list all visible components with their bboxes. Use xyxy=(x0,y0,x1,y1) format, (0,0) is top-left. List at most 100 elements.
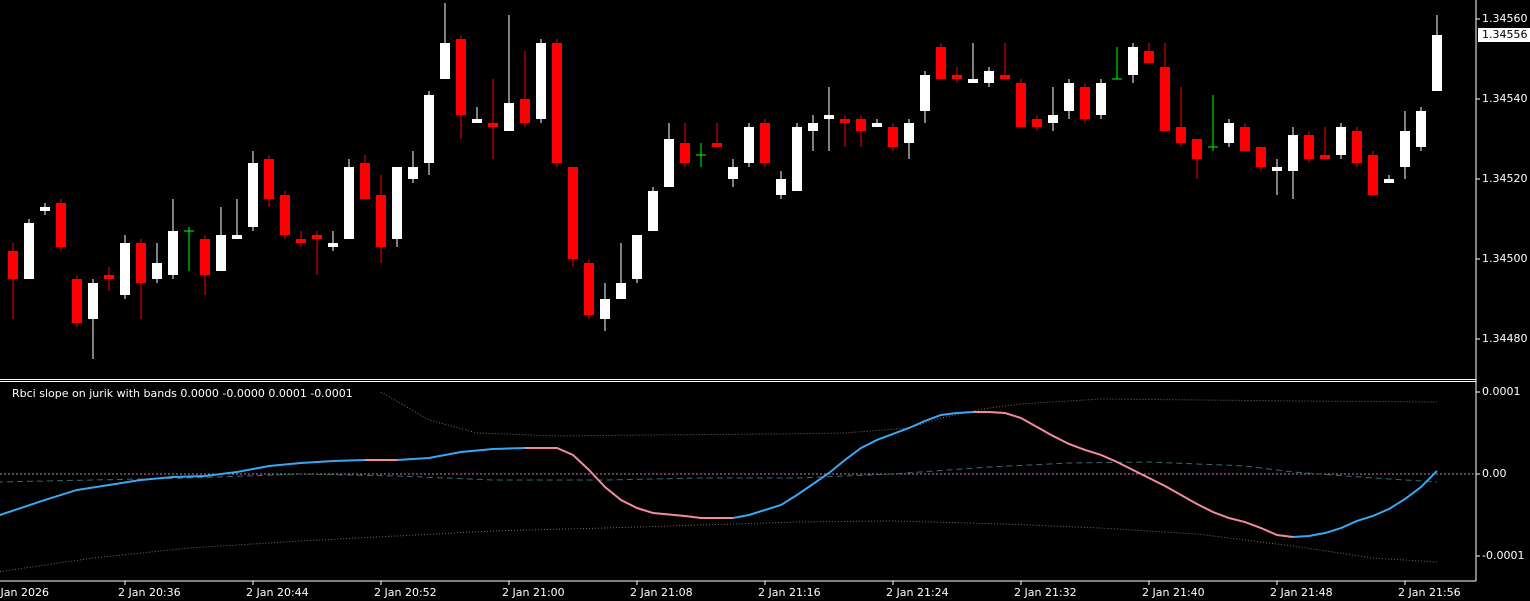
candle-body xyxy=(856,119,866,131)
y-tick-label: 1.34540 xyxy=(1482,92,1528,105)
candle-body xyxy=(1032,119,1042,127)
indicator-line xyxy=(0,461,1438,483)
candle-body xyxy=(1048,115,1058,123)
candle-body xyxy=(1320,155,1330,159)
candle-body xyxy=(536,43,546,119)
candle-body xyxy=(616,283,626,299)
candle-body xyxy=(904,123,914,143)
candle-body xyxy=(168,231,178,275)
candle-body xyxy=(56,203,66,247)
candle-body xyxy=(1384,179,1394,183)
candle-body xyxy=(200,239,210,275)
candle-body xyxy=(1064,83,1074,111)
y-tick-label: 1.34560 xyxy=(1482,12,1528,25)
indicator-line xyxy=(0,520,1438,573)
x-tick-label: 2 Jan 20:44 xyxy=(246,586,309,599)
candle-body xyxy=(344,167,354,239)
candle-body xyxy=(872,123,882,127)
candle-body xyxy=(1128,47,1138,75)
y-tick-label: 0.0001 xyxy=(1482,385,1521,398)
candle-body xyxy=(952,75,962,79)
candle-body xyxy=(1352,131,1362,163)
candle-body xyxy=(664,139,674,187)
indicator-line xyxy=(1292,470,1438,539)
candle-body xyxy=(1432,35,1442,91)
candle-body xyxy=(392,167,402,239)
candle-body xyxy=(280,195,290,235)
candle-body xyxy=(600,299,610,319)
candle-body xyxy=(312,235,322,239)
candle-body xyxy=(296,239,306,243)
y-tick-label: 1.34520 xyxy=(1482,172,1528,185)
candle-body xyxy=(760,123,770,163)
candle-body xyxy=(40,207,50,211)
candle-body xyxy=(936,47,946,79)
candle-body xyxy=(1160,67,1170,131)
candle-body xyxy=(232,235,242,239)
candle-body xyxy=(1192,139,1202,159)
x-tick-label: 2 Jan 21:08 xyxy=(630,586,693,599)
y-tick-label: 1.34480 xyxy=(1482,332,1528,345)
candle-body xyxy=(1288,135,1298,171)
indicator-line xyxy=(380,391,1438,437)
candle-body xyxy=(328,243,338,247)
candle-body xyxy=(24,223,34,279)
x-tick-label: 2 Jan 20:52 xyxy=(374,586,437,599)
x-tick-label: 2 Jan 21:32 xyxy=(1014,586,1077,599)
candle-body xyxy=(440,43,450,79)
candle-body xyxy=(424,95,434,163)
candle-body xyxy=(888,127,898,147)
candle-body xyxy=(120,243,130,295)
candle-body xyxy=(1000,75,1010,79)
x-tick-label: 2 Jan 2026 xyxy=(0,586,49,599)
candle-body xyxy=(728,167,738,179)
candle-body xyxy=(504,103,514,131)
candle-body xyxy=(360,163,370,199)
candle-body xyxy=(72,279,82,323)
candle-body xyxy=(472,119,482,123)
candle-body xyxy=(552,43,562,163)
y-tick-label: -0.0001 xyxy=(1482,549,1524,562)
x-tick-label: 2 Jan 21:56 xyxy=(1398,586,1461,599)
candle-body xyxy=(712,143,722,147)
candle-body xyxy=(584,263,594,315)
candle-body xyxy=(248,163,258,227)
candle-body xyxy=(1080,87,1090,119)
candle-body xyxy=(1176,127,1186,143)
candle-body xyxy=(1368,155,1378,195)
candle-body xyxy=(1416,111,1426,147)
candle-body xyxy=(8,251,18,279)
y-tick-label: 0.00 xyxy=(1482,467,1507,480)
candle-body xyxy=(680,143,690,163)
candle-body xyxy=(840,119,850,123)
candle-body xyxy=(488,123,498,127)
candle-body xyxy=(456,39,466,115)
candle-body xyxy=(88,283,98,319)
indicator-line xyxy=(0,458,366,517)
candle-body xyxy=(1016,83,1026,127)
candle-body xyxy=(520,99,530,123)
candle-body xyxy=(376,195,386,247)
candle-body xyxy=(1336,127,1346,155)
candle-body xyxy=(1240,127,1250,151)
x-tick-label: 2 Jan 21:40 xyxy=(1142,586,1205,599)
candle-body xyxy=(984,71,994,83)
candle-body xyxy=(632,235,642,279)
candle-body xyxy=(1144,51,1154,63)
candle-body xyxy=(1256,147,1266,167)
x-tick-label: 2 Jan 21:24 xyxy=(886,586,949,599)
candle-body xyxy=(648,191,658,231)
candle-body xyxy=(264,159,274,199)
x-tick-label: 2 Jan 20:36 xyxy=(118,586,181,599)
x-tick-label: 2 Jan 21:00 xyxy=(502,586,565,599)
candle-body xyxy=(1096,83,1106,115)
indicator-line xyxy=(525,447,733,520)
indicator-line xyxy=(396,447,526,461)
indicator-line xyxy=(973,411,1294,539)
candle-body xyxy=(808,123,818,131)
price-label-box xyxy=(1478,28,1530,42)
x-tick-label: 2 Jan 21:16 xyxy=(758,586,821,599)
candle-body xyxy=(136,243,146,283)
indicator-title: Rbci slope on jurik with bands 0.0000 -0… xyxy=(12,387,353,400)
